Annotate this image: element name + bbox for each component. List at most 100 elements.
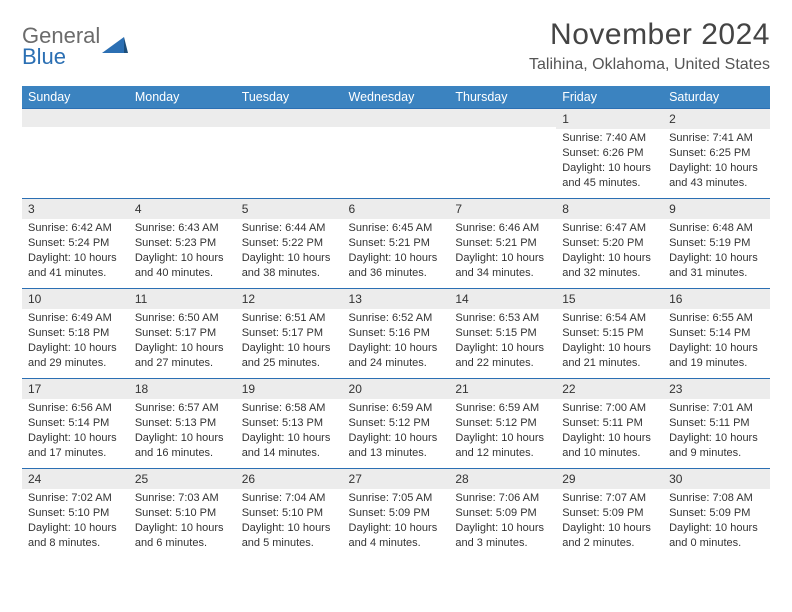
- sunset-line: Sunset: 5:23 PM: [135, 236, 230, 251]
- day-info: Sunrise: 6:54 AMSunset: 5:15 PMDaylight:…: [556, 309, 663, 376]
- calendar-cell: 26Sunrise: 7:04 AMSunset: 5:10 PMDayligh…: [236, 469, 343, 559]
- calendar-cell: 28Sunrise: 7:06 AMSunset: 5:09 PMDayligh…: [449, 469, 556, 559]
- calendar-cell: 17Sunrise: 6:56 AMSunset: 5:14 PMDayligh…: [22, 379, 129, 469]
- day-number: 13: [343, 289, 450, 309]
- sunrise-line: Sunrise: 7:05 AM: [349, 491, 444, 506]
- sunset-line: Sunset: 5:10 PM: [135, 506, 230, 521]
- calendar-cell: 6Sunrise: 6:45 AMSunset: 5:21 PMDaylight…: [343, 199, 450, 289]
- sunrise-line: Sunrise: 6:51 AM: [242, 311, 337, 326]
- calendar-thead: SundayMondayTuesdayWednesdayThursdayFrid…: [22, 86, 770, 109]
- daylight-line: Daylight: 10 hours and 32 minutes.: [562, 251, 657, 281]
- sunrise-line: Sunrise: 7:06 AM: [455, 491, 550, 506]
- daylight-line: Daylight: 10 hours and 19 minutes.: [669, 341, 764, 371]
- daylight-line: Daylight: 10 hours and 29 minutes.: [28, 341, 123, 371]
- daylight-line: Daylight: 10 hours and 40 minutes.: [135, 251, 230, 281]
- sunrise-line: Sunrise: 7:01 AM: [669, 401, 764, 416]
- calendar-cell: 1Sunrise: 7:40 AMSunset: 6:26 PMDaylight…: [556, 109, 663, 199]
- daylight-line: Daylight: 10 hours and 21 minutes.: [562, 341, 657, 371]
- calendar-cell: [129, 109, 236, 199]
- weekday-header: Monday: [129, 86, 236, 109]
- sunset-line: Sunset: 5:10 PM: [28, 506, 123, 521]
- daylight-line: Daylight: 10 hours and 2 minutes.: [562, 521, 657, 551]
- day-info: Sunrise: 6:53 AMSunset: 5:15 PMDaylight:…: [449, 309, 556, 376]
- calendar-cell: 3Sunrise: 6:42 AMSunset: 5:24 PMDaylight…: [22, 199, 129, 289]
- sunset-line: Sunset: 5:24 PM: [28, 236, 123, 251]
- day-info: Sunrise: 6:46 AMSunset: 5:21 PMDaylight:…: [449, 219, 556, 286]
- daylight-line: Daylight: 10 hours and 45 minutes.: [562, 161, 657, 191]
- logo-text-block: General Blue: [22, 26, 100, 68]
- calendar-cell: [236, 109, 343, 199]
- day-number: 3: [22, 199, 129, 219]
- daylight-line: Daylight: 10 hours and 31 minutes.: [669, 251, 764, 281]
- calendar-cell: 7Sunrise: 6:46 AMSunset: 5:21 PMDaylight…: [449, 199, 556, 289]
- sunrise-line: Sunrise: 6:58 AM: [242, 401, 337, 416]
- sunrise-line: Sunrise: 7:04 AM: [242, 491, 337, 506]
- title-block: November 2024 Talihina, Oklahoma, United…: [529, 18, 770, 74]
- weekday-header: Tuesday: [236, 86, 343, 109]
- day-info: Sunrise: 7:03 AMSunset: 5:10 PMDaylight:…: [129, 489, 236, 556]
- calendar-body: 1Sunrise: 7:40 AMSunset: 6:26 PMDaylight…: [22, 109, 770, 559]
- sunset-line: Sunset: 5:11 PM: [562, 416, 657, 431]
- calendar-cell: 10Sunrise: 6:49 AMSunset: 5:18 PMDayligh…: [22, 289, 129, 379]
- calendar-cell: 14Sunrise: 6:53 AMSunset: 5:15 PMDayligh…: [449, 289, 556, 379]
- day-info: Sunrise: 6:51 AMSunset: 5:17 PMDaylight:…: [236, 309, 343, 376]
- day-info: Sunrise: 6:57 AMSunset: 5:13 PMDaylight:…: [129, 399, 236, 466]
- calendar-cell: 27Sunrise: 7:05 AMSunset: 5:09 PMDayligh…: [343, 469, 450, 559]
- day-number: 25: [129, 469, 236, 489]
- day-info: Sunrise: 7:04 AMSunset: 5:10 PMDaylight:…: [236, 489, 343, 556]
- day-info: Sunrise: 6:44 AMSunset: 5:22 PMDaylight:…: [236, 219, 343, 286]
- sunset-line: Sunset: 5:16 PM: [349, 326, 444, 341]
- day-info: Sunrise: 6:49 AMSunset: 5:18 PMDaylight:…: [22, 309, 129, 376]
- day-number: 6: [343, 199, 450, 219]
- sunset-line: Sunset: 5:20 PM: [562, 236, 657, 251]
- calendar-cell: 30Sunrise: 7:08 AMSunset: 5:09 PMDayligh…: [663, 469, 770, 559]
- daylight-line: Daylight: 10 hours and 14 minutes.: [242, 431, 337, 461]
- day-number: 20: [343, 379, 450, 399]
- day-number: 30: [663, 469, 770, 489]
- day-info: Sunrise: 6:56 AMSunset: 5:14 PMDaylight:…: [22, 399, 129, 466]
- sunset-line: Sunset: 5:22 PM: [242, 236, 337, 251]
- calendar-week: 24Sunrise: 7:02 AMSunset: 5:10 PMDayligh…: [22, 469, 770, 559]
- location: Talihina, Oklahoma, United States: [529, 56, 770, 74]
- calendar-week: 3Sunrise: 6:42 AMSunset: 5:24 PMDaylight…: [22, 199, 770, 289]
- sunrise-line: Sunrise: 6:59 AM: [349, 401, 444, 416]
- day-number: 8: [556, 199, 663, 219]
- calendar-cell: 12Sunrise: 6:51 AMSunset: 5:17 PMDayligh…: [236, 289, 343, 379]
- day-number: 14: [449, 289, 556, 309]
- daylight-line: Daylight: 10 hours and 25 minutes.: [242, 341, 337, 371]
- daylight-line: Daylight: 10 hours and 24 minutes.: [349, 341, 444, 371]
- day-number: 9: [663, 199, 770, 219]
- day-info: Sunrise: 7:40 AMSunset: 6:26 PMDaylight:…: [556, 129, 663, 196]
- daylight-line: Daylight: 10 hours and 6 minutes.: [135, 521, 230, 551]
- sunset-line: Sunset: 5:10 PM: [242, 506, 337, 521]
- weekday-header: Friday: [556, 86, 663, 109]
- day-info: Sunrise: 6:55 AMSunset: 5:14 PMDaylight:…: [663, 309, 770, 376]
- sunrise-line: Sunrise: 7:03 AM: [135, 491, 230, 506]
- calendar-cell: 16Sunrise: 6:55 AMSunset: 5:14 PMDayligh…: [663, 289, 770, 379]
- day-number: 21: [449, 379, 556, 399]
- daylight-line: Daylight: 10 hours and 22 minutes.: [455, 341, 550, 371]
- sunrise-line: Sunrise: 7:02 AM: [28, 491, 123, 506]
- daylight-line: Daylight: 10 hours and 12 minutes.: [455, 431, 550, 461]
- logo: General Blue: [22, 18, 128, 68]
- day-number: 23: [663, 379, 770, 399]
- sunrise-line: Sunrise: 6:47 AM: [562, 221, 657, 236]
- calendar-week: 1Sunrise: 7:40 AMSunset: 6:26 PMDaylight…: [22, 109, 770, 199]
- day-number: 18: [129, 379, 236, 399]
- calendar-cell: 15Sunrise: 6:54 AMSunset: 5:15 PMDayligh…: [556, 289, 663, 379]
- daylight-line: Daylight: 10 hours and 36 minutes.: [349, 251, 444, 281]
- sunrise-line: Sunrise: 6:55 AM: [669, 311, 764, 326]
- sunrise-line: Sunrise: 7:40 AM: [562, 131, 657, 146]
- day-number: 17: [22, 379, 129, 399]
- day-number: 2: [663, 109, 770, 129]
- daylight-line: Daylight: 10 hours and 10 minutes.: [562, 431, 657, 461]
- daylight-line: Daylight: 10 hours and 8 minutes.: [28, 521, 123, 551]
- logo-word2: Blue: [22, 47, 100, 68]
- day-info: Sunrise: 6:45 AMSunset: 5:21 PMDaylight:…: [343, 219, 450, 286]
- calendar-cell: 4Sunrise: 6:43 AMSunset: 5:23 PMDaylight…: [129, 199, 236, 289]
- day-info: Sunrise: 6:42 AMSunset: 5:24 PMDaylight:…: [22, 219, 129, 286]
- day-number: 4: [129, 199, 236, 219]
- calendar-cell: [22, 109, 129, 199]
- sunrise-line: Sunrise: 6:45 AM: [349, 221, 444, 236]
- calendar-cell: 29Sunrise: 7:07 AMSunset: 5:09 PMDayligh…: [556, 469, 663, 559]
